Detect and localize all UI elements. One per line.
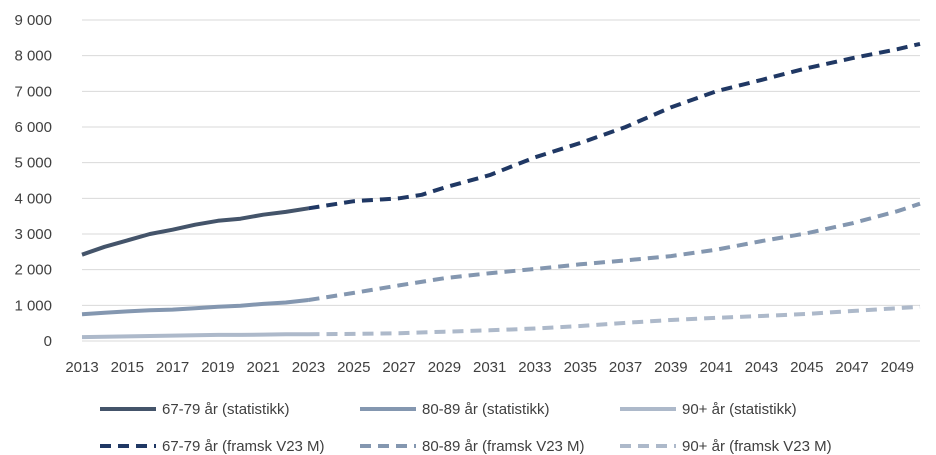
series-line-1	[81, 206, 309, 257]
series-line-2	[81, 298, 309, 317]
series-line-4	[308, 41, 921, 211]
legend-label: 67-79 år (statistikk)	[162, 401, 290, 418]
x-tick-label: 2049	[881, 359, 914, 376]
series-lines	[81, 41, 921, 340]
x-tick-label: 2047	[835, 359, 868, 376]
y-tick-label: 4 000	[14, 190, 52, 207]
y-axis-tick-labels: 0 1 000 2 000 3 000 4 000 5 000 6 000 7 000 8 00…	[14, 12, 52, 350]
y-tick-label: 9 000	[14, 12, 52, 29]
x-tick-label: 2027	[382, 359, 415, 376]
x-tick-label: 2043	[745, 359, 778, 376]
x-tick-label: 2035	[564, 359, 597, 376]
x-tick-label: 2045	[790, 359, 823, 376]
x-tick-label: 2023	[292, 359, 325, 376]
x-tick-label: 2029	[428, 359, 461, 376]
y-tick-label: 3 000	[14, 226, 52, 243]
y-tick-label: 2 000	[14, 262, 52, 279]
x-tick-label: 2033	[518, 359, 551, 376]
legend-label: 80-89 år (framsk V23 M)	[422, 438, 585, 455]
series-line-5	[308, 201, 921, 302]
y-tick-label: 7 000	[14, 83, 52, 100]
y-tick-label: 8 000	[14, 48, 52, 65]
legend-label: 90+ år (statistikk)	[682, 401, 797, 418]
series-line-3	[81, 332, 309, 340]
y-tick-label: 5 000	[14, 155, 52, 172]
x-axis-tick-labels: 2013 2015 2017 2019 2021 2023 2025 2027 2029 2031…	[65, 359, 914, 376]
x-tick-label: 2013	[65, 359, 98, 376]
gridlines	[82, 19, 920, 306]
legend-label: 80-89 år (statistikk)	[422, 401, 550, 418]
y-tick-label: 0	[44, 333, 52, 350]
x-tick-label: 2021	[247, 359, 280, 376]
x-tick-label: 2017	[156, 359, 189, 376]
legend-label: 67-79 år (framsk V23 M)	[162, 438, 325, 455]
x-tick-label: 2025	[337, 359, 370, 376]
x-tick-label: 2037	[609, 359, 642, 376]
series-line-6	[308, 304, 921, 337]
x-tick-label: 2039	[654, 359, 687, 376]
y-tick-label: 6 000	[14, 119, 52, 136]
x-tick-label: 2015	[111, 359, 144, 376]
legend: 67-79 år (statistikk) 80-89 år (statistik…	[100, 401, 832, 455]
x-tick-label: 2041	[699, 359, 732, 376]
y-tick-label: 1 000	[14, 297, 52, 314]
x-tick-label: 2019	[201, 359, 234, 376]
x-tick-label: 2031	[473, 359, 506, 376]
legend-label: 90+ år (framsk V23 M)	[682, 438, 832, 455]
